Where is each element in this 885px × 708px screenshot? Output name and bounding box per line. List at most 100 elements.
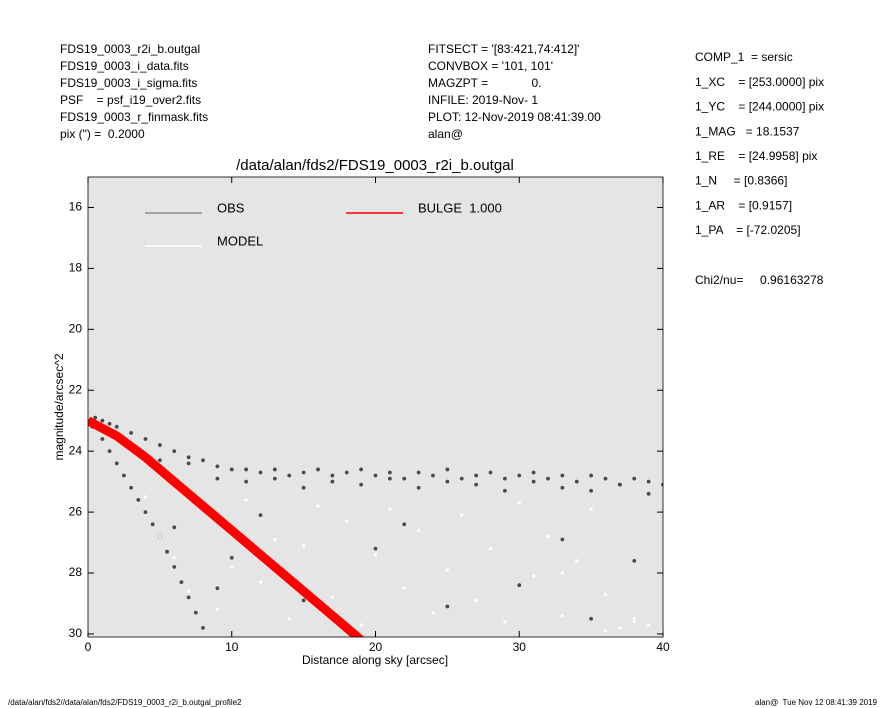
data-point [532, 574, 536, 578]
legend-label: OBS [217, 200, 245, 215]
fit-parameter: 1_XC = [253.0000] pix [695, 75, 824, 89]
x-tick-label: 40 [656, 640, 670, 654]
data-point [287, 473, 292, 478]
y-axis-label: magnitude/arcsec^2 [52, 353, 66, 460]
data-point [143, 510, 148, 514]
data-point [632, 620, 636, 624]
data-point [215, 476, 220, 481]
data-point [417, 528, 421, 532]
data-point [258, 580, 263, 584]
data-point [632, 558, 637, 563]
data-point [93, 415, 98, 420]
data-point [531, 479, 536, 484]
header-center-line: MAGZPT = 0. [428, 76, 541, 90]
data-point [388, 507, 392, 511]
data-point [122, 473, 126, 478]
data-point [488, 547, 493, 551]
data-point [114, 461, 119, 466]
model-curve [88, 416, 365, 637]
data-point [186, 461, 191, 466]
header-left-line: FDS19_0003_i_sigma.fits [60, 76, 197, 90]
data-point [589, 616, 594, 621]
header-center-line: CONVBOX = '101, 101' [428, 59, 553, 73]
data-point [517, 501, 521, 505]
data-point [560, 485, 565, 490]
data-point [107, 449, 112, 454]
data-point [258, 470, 263, 475]
data-point [531, 470, 536, 475]
data-point [230, 565, 234, 569]
data-point [229, 467, 234, 472]
data-point [316, 504, 320, 508]
footer-right: alan@ Tue Nov 12 08:41:39 2019 [755, 698, 878, 707]
data-point [603, 629, 608, 633]
data-point [172, 449, 177, 454]
data-point [129, 430, 134, 435]
data-point [301, 598, 306, 603]
data-point [445, 604, 450, 609]
fit-parameter: 1_RE = [24.9958] pix [695, 149, 817, 163]
data-point [445, 467, 450, 472]
data-point [330, 479, 335, 484]
data-point [150, 522, 155, 527]
data-point [603, 476, 608, 481]
data-point [402, 476, 407, 481]
data-point [157, 458, 162, 463]
header-center-line: PLOT: 12-Nov-2019 08:41:39.00 [428, 110, 601, 124]
header-left-line: FDS19_0003_r_finmask.fits [60, 110, 208, 124]
data-point [445, 479, 450, 484]
data-point [618, 626, 622, 630]
fit-parameter: 1_N = [0.8366] [695, 174, 787, 188]
data-point [129, 485, 134, 490]
data-point [179, 580, 184, 585]
data-point [258, 513, 263, 518]
y-tick-label: 24 [69, 443, 83, 457]
data-point [460, 513, 464, 517]
data-point [646, 491, 651, 496]
data-point [517, 473, 522, 478]
data-point [402, 522, 407, 527]
fit-parameter: 1_PA = [-72.0205] [695, 223, 801, 237]
data-point [244, 479, 249, 484]
data-point [459, 476, 464, 481]
data-point [603, 592, 608, 596]
data-point [107, 421, 112, 426]
data-point [172, 556, 176, 560]
data-point [244, 498, 248, 502]
data-point [316, 467, 320, 472]
data-point [172, 525, 177, 530]
data-point [143, 495, 148, 499]
x-tick-label: 0 [85, 640, 92, 654]
data-point [330, 473, 335, 478]
data-point [560, 614, 564, 618]
plot-area [88, 177, 663, 637]
data-point [517, 583, 522, 588]
header-center-line: alan@ [428, 127, 463, 141]
data-point [373, 473, 378, 478]
data-point [136, 498, 141, 502]
data-point [502, 476, 507, 481]
header-center-line: INFILE: 2019-Nov- 1 [428, 93, 538, 107]
data-point [632, 617, 636, 621]
data-point [100, 437, 105, 441]
data-point [272, 467, 277, 472]
data-point [359, 467, 364, 472]
data-point [661, 482, 663, 487]
data-point [373, 546, 378, 551]
y-tick-label: 22 [69, 382, 83, 396]
data-point [546, 476, 550, 481]
data-point [387, 476, 392, 481]
data-point [647, 623, 651, 627]
data-point [215, 607, 219, 612]
data-point [215, 464, 220, 469]
data-point [474, 473, 479, 478]
x-axis-label: Distance along sky [arcsec] [302, 653, 448, 667]
data-point [272, 476, 277, 481]
data-point [172, 565, 177, 569]
y-tick-label: 28 [69, 565, 83, 579]
data-point [575, 559, 579, 563]
data-point [157, 443, 162, 447]
data-point [301, 470, 306, 475]
fit-parameter: COMP_1 = sersic [695, 50, 793, 64]
